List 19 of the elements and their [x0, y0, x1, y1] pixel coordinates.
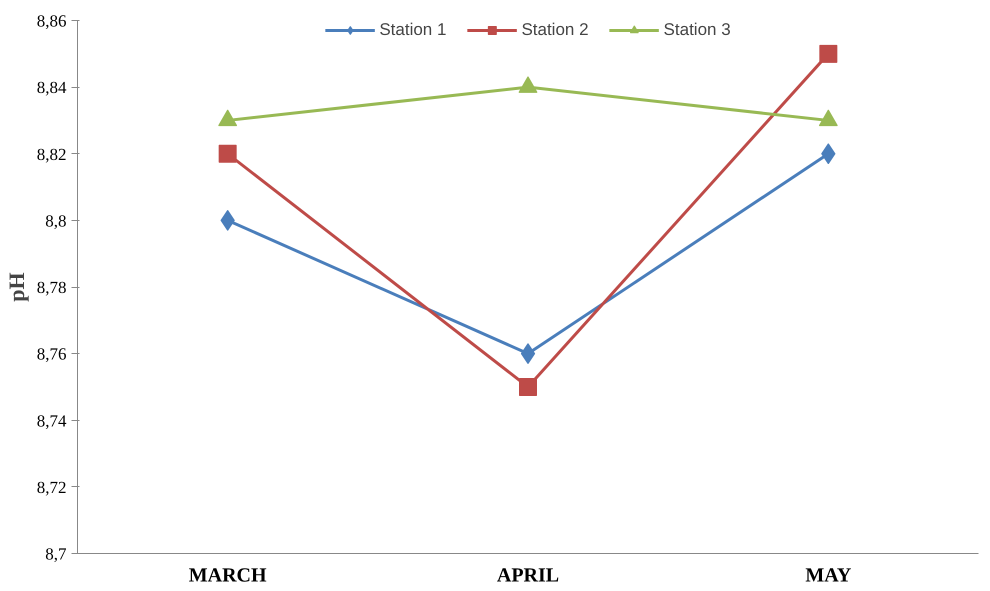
- y-tick-label: 8,72: [36, 478, 66, 497]
- point: [218, 144, 237, 163]
- y-tick-label: 8,84: [36, 78, 67, 98]
- point: [519, 378, 537, 396]
- legend-label: Station 3: [664, 20, 731, 40]
- y-axis-title: pH: [4, 272, 29, 302]
- y-tick-label: 8,7: [45, 544, 67, 564]
- y-tick-label: 8,78: [36, 278, 66, 297]
- y-tick-label: 8,74: [36, 411, 67, 430]
- legend-label: Station 1: [379, 20, 446, 40]
- x-tick-label: MARCH: [188, 564, 267, 586]
- y-tick-label: 8,86: [36, 12, 66, 30]
- y-tick-label: 8,76: [36, 344, 66, 364]
- y-tick-label: 8,8: [45, 211, 66, 230]
- legend-label: Station 2: [521, 20, 589, 40]
- x-tick-label: APRIL: [496, 564, 560, 586]
- y-tick-label: 8,82: [36, 144, 66, 164]
- point: [819, 44, 838, 63]
- x-tick-label: MAY: [805, 564, 852, 586]
